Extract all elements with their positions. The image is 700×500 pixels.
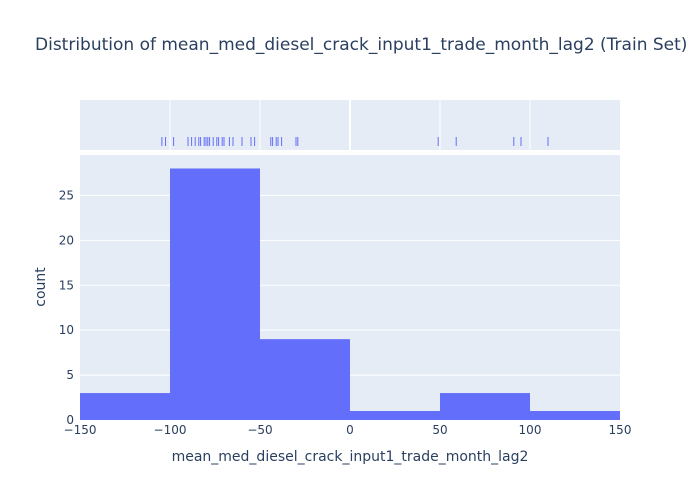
x-tick-label: −150: [64, 423, 97, 437]
chart-title: Distribution of mean_med_diesel_crack_in…: [35, 35, 687, 55]
x-axis-title: mean_med_diesel_crack_input1_trade_month…: [172, 449, 529, 465]
histogram-bar: [440, 393, 530, 420]
histogram-bar: [80, 393, 170, 420]
x-tick-label: 50: [432, 423, 447, 437]
histogram-bar: [170, 168, 260, 420]
x-tick-label: 150: [609, 423, 632, 437]
y-tick-label: 20: [59, 233, 74, 247]
y-tick-label: 25: [59, 188, 74, 202]
x-tick-label: −50: [247, 423, 272, 437]
x-tick-label: 100: [519, 423, 542, 437]
y-tick-label: 10: [59, 323, 74, 337]
rug-marks: [161, 137, 549, 146]
x-tick-label: 0: [346, 423, 354, 437]
histogram-bars: [80, 168, 620, 420]
x-tick-labels: −150 −100 −50 0 50 100 150: [64, 423, 632, 437]
y-tick-labels: 0 5 10 15 20 25: [59, 188, 74, 427]
histogram-bar: [260, 339, 350, 420]
y-tick-label: 0: [66, 413, 74, 427]
histogram-bar: [350, 411, 440, 420]
x-tick-label: −100: [154, 423, 187, 437]
rug-gridlines: [169, 100, 531, 150]
y-tick-label: 5: [66, 368, 74, 382]
y-axis-title: count: [33, 267, 49, 307]
y-tick-label: 15: [59, 278, 74, 292]
histogram-bar: [530, 411, 620, 420]
